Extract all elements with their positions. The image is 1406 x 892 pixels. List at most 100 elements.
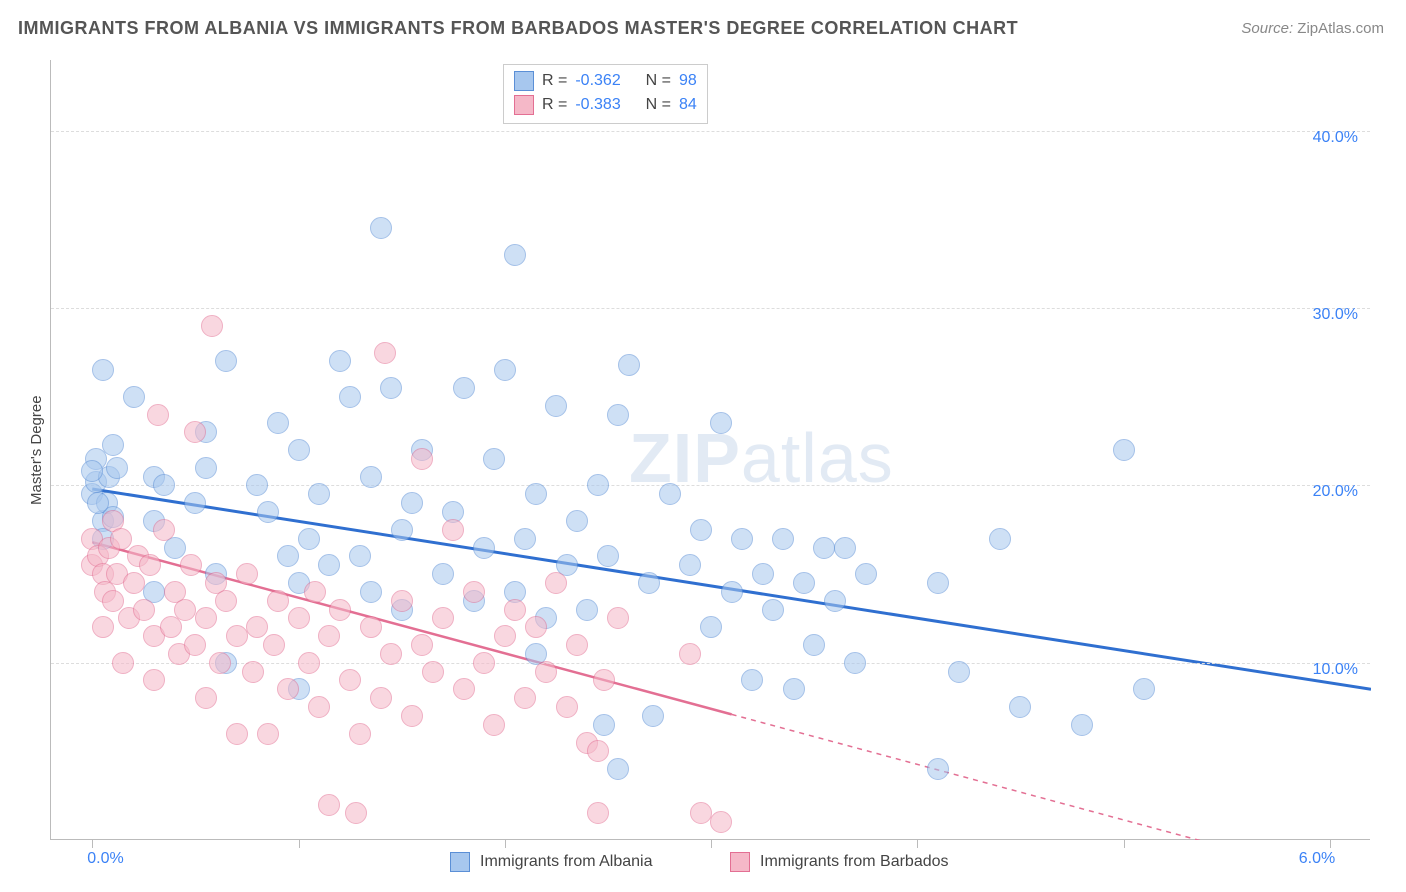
data-marker: [180, 554, 202, 576]
data-marker: [267, 412, 289, 434]
data-marker: [525, 616, 547, 638]
data-marker: [236, 563, 258, 585]
stats-legend: R =-0.362 N =98R =-0.383 N =84: [503, 64, 708, 124]
data-marker: [1113, 439, 1135, 461]
data-marker: [803, 634, 825, 656]
series-legend: Immigrants from Albania: [450, 852, 653, 872]
data-marker: [360, 581, 382, 603]
data-marker: [597, 545, 619, 567]
data-marker: [370, 687, 392, 709]
data-marker: [834, 537, 856, 559]
data-marker: [257, 501, 279, 523]
data-marker: [92, 616, 114, 638]
x-tick: [299, 840, 300, 848]
data-marker: [483, 448, 505, 470]
legend-label: Immigrants from Barbados: [760, 853, 949, 871]
data-marker: [139, 554, 161, 576]
data-marker: [195, 607, 217, 629]
scatter-plot-area: ZIPatlas R =-0.362 N =98R =-0.383 N =84 …: [50, 60, 1370, 840]
data-marker: [143, 669, 165, 691]
data-marker: [504, 244, 526, 266]
data-marker: [607, 404, 629, 426]
data-marker: [556, 696, 578, 718]
data-marker: [123, 386, 145, 408]
data-marker: [246, 616, 268, 638]
data-marker: [642, 705, 664, 727]
data-marker: [772, 528, 794, 550]
data-marker: [504, 599, 526, 621]
data-marker: [215, 350, 237, 372]
data-marker: [339, 669, 361, 691]
data-marker: [483, 714, 505, 736]
grid-line: [51, 131, 1370, 132]
data-marker: [545, 395, 567, 417]
regression-lines: [51, 60, 1371, 840]
data-marker: [844, 652, 866, 674]
x-max-label: 6.0%: [1299, 850, 1335, 868]
grid-line: [51, 308, 1370, 309]
data-marker: [298, 528, 320, 550]
data-marker: [721, 581, 743, 603]
data-marker: [298, 652, 320, 674]
data-marker: [494, 625, 516, 647]
data-marker: [752, 563, 774, 585]
data-marker: [288, 607, 310, 629]
data-marker: [184, 634, 206, 656]
stats-row: R =-0.362 N =98: [514, 69, 697, 93]
data-marker: [411, 448, 433, 470]
legend-swatch: [450, 852, 470, 872]
data-marker: [432, 563, 454, 585]
data-marker: [855, 563, 877, 585]
data-marker: [690, 802, 712, 824]
data-marker: [593, 669, 615, 691]
data-marker: [391, 519, 413, 541]
data-marker: [576, 599, 598, 621]
data-marker: [209, 652, 231, 674]
legend-label: Immigrants from Albania: [480, 853, 653, 871]
data-marker: [690, 519, 712, 541]
data-marker: [618, 354, 640, 376]
data-marker: [153, 474, 175, 496]
x-tick: [92, 840, 93, 848]
data-marker: [638, 572, 660, 594]
data-marker: [288, 439, 310, 461]
data-marker: [514, 687, 536, 709]
data-marker: [133, 599, 155, 621]
data-marker: [473, 652, 495, 674]
y-axis-title: Master's Degree: [28, 395, 45, 505]
data-marker: [453, 678, 475, 700]
y-tick-label: 30.0%: [1313, 306, 1358, 324]
data-marker: [391, 590, 413, 612]
data-marker: [110, 528, 132, 550]
data-marker: [710, 811, 732, 833]
data-marker: [1071, 714, 1093, 736]
data-marker: [525, 483, 547, 505]
data-marker: [927, 758, 949, 780]
data-marker: [824, 590, 846, 612]
data-marker: [813, 537, 835, 559]
data-marker: [257, 723, 279, 745]
data-marker: [195, 687, 217, 709]
data-marker: [339, 386, 361, 408]
data-marker: [587, 740, 609, 762]
data-marker: [349, 723, 371, 745]
data-marker: [783, 678, 805, 700]
data-marker: [318, 625, 340, 647]
data-marker: [304, 581, 326, 603]
data-marker: [514, 528, 536, 550]
data-marker: [147, 404, 169, 426]
source-attribution: Source: ZipAtlas.com: [1241, 20, 1384, 37]
data-marker: [380, 377, 402, 399]
data-marker: [215, 590, 237, 612]
data-marker: [263, 634, 285, 656]
data-marker: [710, 412, 732, 434]
data-marker: [308, 483, 330, 505]
data-marker: [545, 572, 567, 594]
data-marker: [329, 599, 351, 621]
data-marker: [463, 581, 485, 603]
data-marker: [242, 661, 264, 683]
data-marker: [432, 607, 454, 629]
data-marker: [380, 643, 402, 665]
data-marker: [679, 643, 701, 665]
data-marker: [360, 466, 382, 488]
